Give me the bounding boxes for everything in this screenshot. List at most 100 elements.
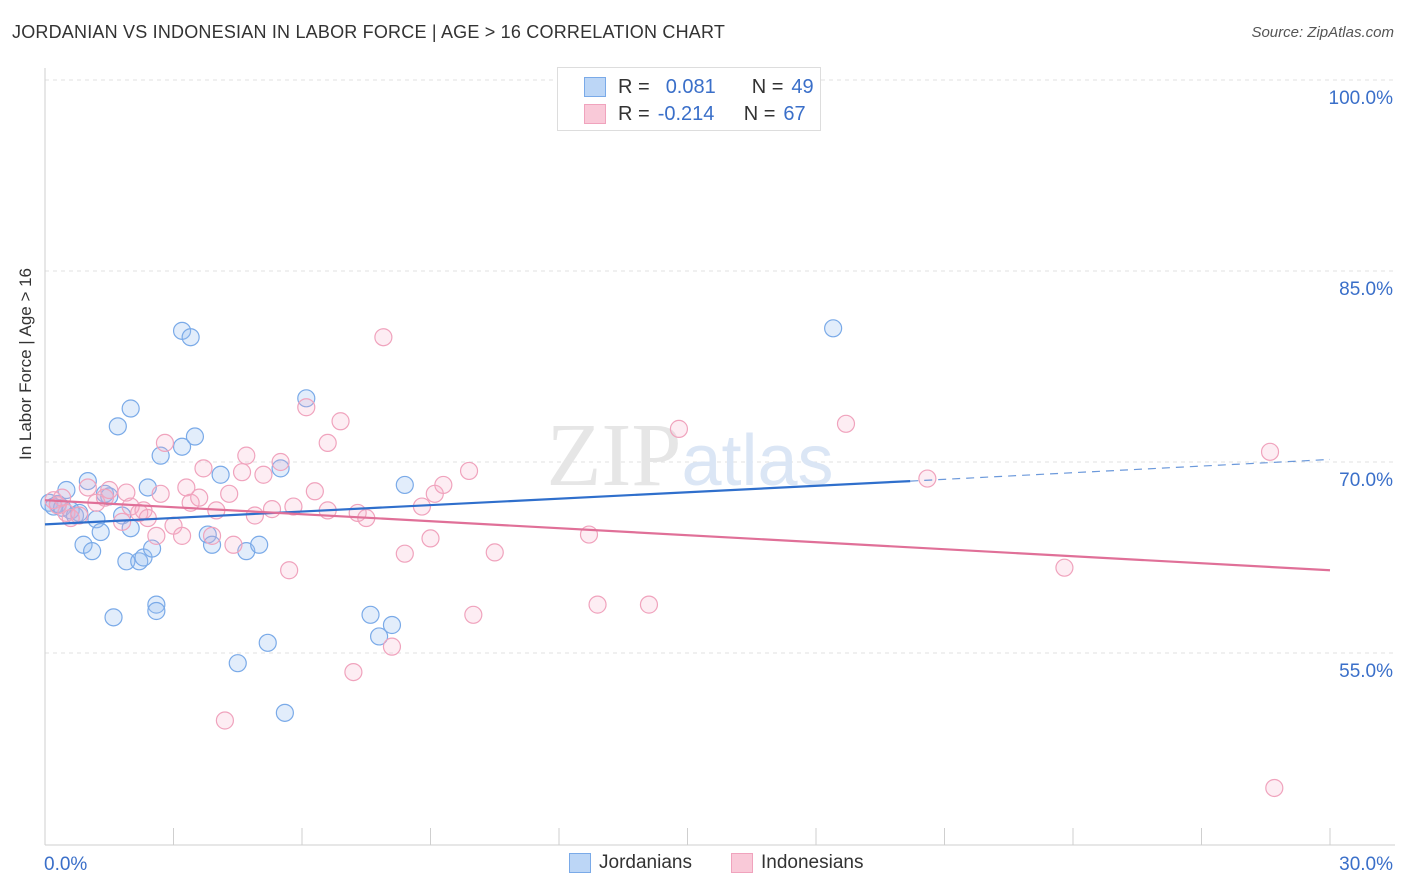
indonesians-point xyxy=(172,526,192,545)
jordanians-point xyxy=(117,552,136,571)
indonesians-point xyxy=(232,463,252,482)
indonesians-point xyxy=(588,595,607,614)
indonesians-point xyxy=(280,561,299,580)
indonesians-point xyxy=(464,605,483,624)
indonesians-point xyxy=(1260,442,1280,461)
axes xyxy=(44,68,1395,846)
gridlines xyxy=(45,79,1395,654)
indonesians-point xyxy=(331,412,350,431)
jordanians-point xyxy=(228,654,247,673)
indonesians-point xyxy=(639,595,659,614)
y-tick-label: 85.0% xyxy=(1339,279,1393,300)
y-tick-label: 100.0% xyxy=(1329,88,1394,109)
indonesians-point xyxy=(224,535,243,554)
indonesians-point xyxy=(147,526,166,545)
indonesians-point xyxy=(220,484,239,503)
indonesians-point xyxy=(297,398,316,417)
jordanians-point xyxy=(824,319,843,338)
y-tick-label: 70.0% xyxy=(1339,470,1393,491)
jordanians-point xyxy=(104,608,123,627)
indonesians-point xyxy=(918,469,937,488)
jordanians-point xyxy=(147,601,166,621)
jordanians-point xyxy=(185,427,205,446)
jordanians-point xyxy=(83,542,102,561)
legend-item-jordanians[interactable]: Jordanians xyxy=(569,852,692,874)
jordanians-point xyxy=(361,605,380,624)
stats-row-jordanians: R = 0.081 N = 49 xyxy=(558,74,814,100)
indonesians-point xyxy=(202,526,222,545)
indonesians-point xyxy=(190,488,209,507)
jordanians-point xyxy=(250,535,269,554)
indonesians-point xyxy=(669,419,689,438)
jordanians-point xyxy=(395,475,414,495)
jordanians-point xyxy=(91,522,110,542)
indonesians-point xyxy=(1055,558,1074,577)
indonesians-trend-line xyxy=(44,499,1331,572)
r-label: R = xyxy=(618,75,650,98)
indonesians-point xyxy=(421,529,440,548)
indonesians-point xyxy=(836,414,856,433)
source-label: Source: ZipAtlas.com xyxy=(1251,24,1394,41)
jordanians-point xyxy=(121,399,140,418)
n-label: N = xyxy=(751,75,784,98)
jordanians-point xyxy=(275,703,294,722)
indonesians-legend-swatch xyxy=(731,853,753,873)
indonesians-point xyxy=(155,433,175,452)
legend-item-indonesians[interactable]: Indonesians xyxy=(731,852,863,874)
legend-label-jordanians: Jordanians xyxy=(599,852,692,873)
indonesians-point xyxy=(151,484,170,503)
indonesians-point xyxy=(459,461,479,481)
jordanians-point xyxy=(78,472,97,491)
jordanians-point xyxy=(211,465,230,484)
legend-label-indonesians: Indonesians xyxy=(761,852,864,873)
jordanians-point xyxy=(108,417,127,436)
indonesians-point xyxy=(53,488,72,507)
indonesians-point xyxy=(344,662,363,682)
indonesians-point xyxy=(237,446,256,465)
series-layer xyxy=(40,319,1284,798)
jordanians-point xyxy=(172,437,192,456)
indonesians-point xyxy=(262,500,282,519)
indonesians-point xyxy=(215,711,234,730)
r-label: R = xyxy=(618,102,650,125)
jordanians-point xyxy=(271,459,290,478)
n-value: 49 xyxy=(791,75,814,98)
jordanians-point xyxy=(181,328,200,347)
x-tick-label: 0.0% xyxy=(44,854,87,875)
jordanians-point xyxy=(370,627,389,646)
jordanians-point xyxy=(258,633,277,652)
indonesians-point xyxy=(434,475,453,495)
x-tick-labels: 0.0% 30.0% xyxy=(44,854,1393,875)
indonesians-point xyxy=(194,459,213,478)
indonesians-point xyxy=(100,480,119,500)
x-tick-label: 30.0% xyxy=(1339,854,1393,875)
indonesians-point xyxy=(78,478,97,497)
indonesians-point xyxy=(245,506,264,525)
jordanians-trend-line xyxy=(44,480,911,526)
indonesians-point xyxy=(382,637,402,656)
y-tick-label: 55.0% xyxy=(1339,661,1393,682)
jordanians-trend-extension xyxy=(910,458,1331,482)
watermark: ZIPatlas xyxy=(546,406,833,505)
indonesians-point xyxy=(318,433,337,452)
stats-legend: R = 0.081 N = 49 R = -0.214 N = 67 xyxy=(557,67,821,131)
jordanians-point xyxy=(382,615,402,635)
indonesians-swatch xyxy=(584,104,606,124)
indonesians-point xyxy=(70,506,89,525)
indonesians-point xyxy=(485,543,504,562)
indonesians-point xyxy=(271,452,290,472)
r-value: -0.214 xyxy=(657,102,715,125)
indonesians-point xyxy=(395,544,414,563)
jordanians-legend-swatch xyxy=(569,853,591,873)
indonesians-point xyxy=(117,483,136,502)
indonesians-point xyxy=(374,328,393,347)
indonesians-point xyxy=(305,482,324,501)
stats-row-indonesians: R = -0.214 N = 67 xyxy=(558,101,806,127)
r-value: 0.081 xyxy=(665,75,716,98)
n-label: N = xyxy=(743,102,776,125)
y-tick-labels: 100.0% 85.0% 70.0% 55.0% xyxy=(1329,88,1394,682)
jordanians-swatch xyxy=(584,77,606,97)
indonesians-point xyxy=(1265,778,1284,798)
indonesians-point xyxy=(254,465,273,484)
